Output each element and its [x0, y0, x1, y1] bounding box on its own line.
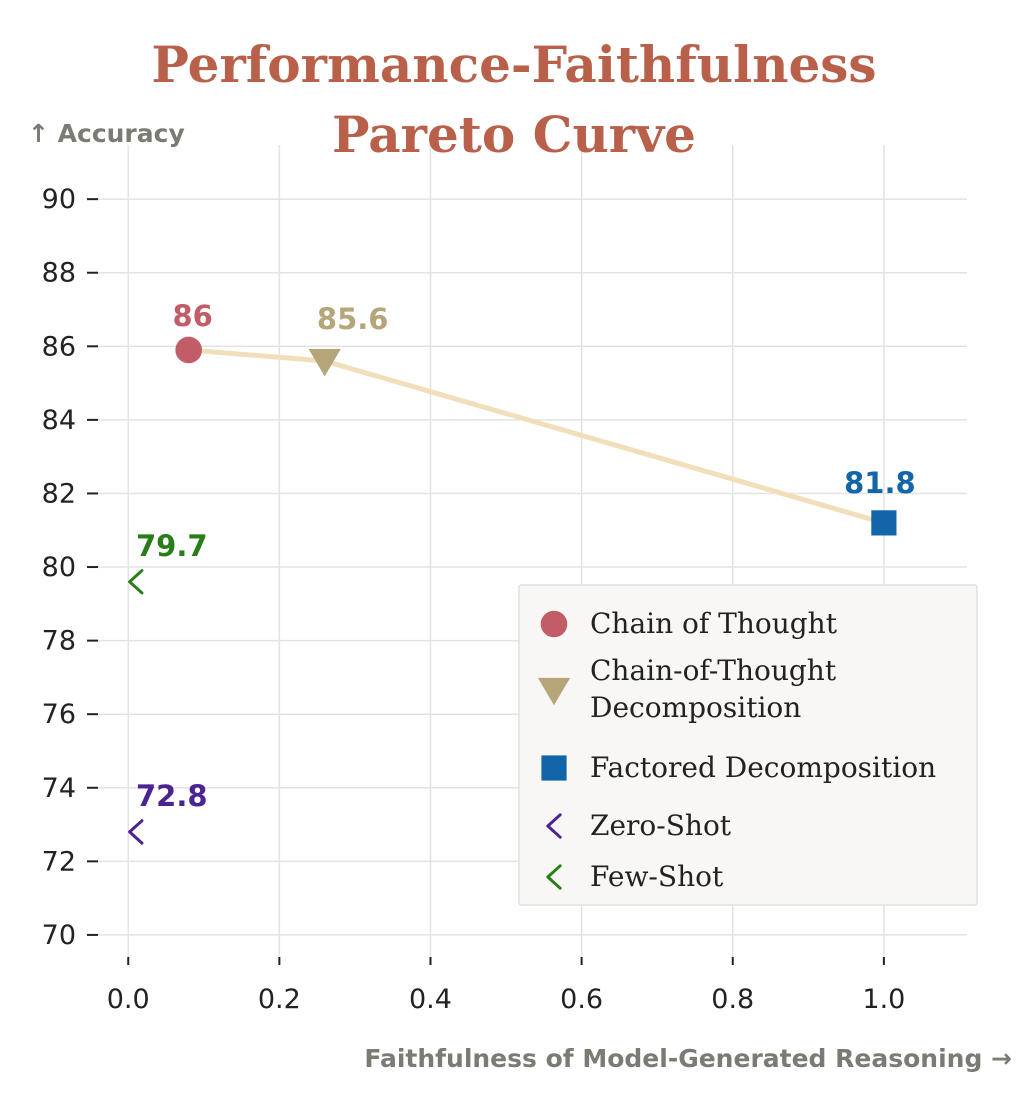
- x-tick-label: 0.4: [409, 984, 452, 1015]
- legend: Chain of Thought Chain-of-Thought Decompos…: [518, 584, 978, 906]
- legend-marker-2: [541, 755, 567, 781]
- legend-label-1: Chain-of-Thought: [590, 654, 837, 687]
- y-tick-label: 90: [42, 184, 76, 215]
- marker-1: [308, 348, 341, 377]
- legend-marker-4: [546, 864, 562, 890]
- axes: 0.0 0.2 0.4 0.6 0.8 1.0 70 72 74 76 78 80 82 84 86 88 90: [42, 184, 906, 1015]
- data-label-0: 86: [172, 299, 212, 333]
- y-tick-label: 74: [42, 773, 76, 804]
- legend-box: [518, 584, 978, 906]
- chart-title-line-2: Pareto Curve: [332, 105, 696, 164]
- y-tick-label: 70: [42, 920, 76, 951]
- y-tick-label: 72: [42, 846, 76, 877]
- y-tick-label: 78: [42, 626, 76, 657]
- data-label-2: 81.8: [844, 466, 916, 500]
- data-points: [128, 336, 897, 845]
- marker-0: [175, 336, 202, 364]
- legend-item-1: Chain-of-Thought Decomposition: [537, 654, 837, 724]
- legend-marker-3: [546, 813, 562, 839]
- marker-4: [128, 569, 144, 595]
- marker-3: [128, 819, 144, 845]
- pareto-curve: [188, 347, 885, 526]
- x-tick-label: 0.6: [560, 984, 603, 1015]
- pareto-line: [188, 347, 885, 526]
- chart-title-line-1: Performance-Faithfulness: [151, 35, 876, 94]
- x-tick-label: 0.8: [711, 984, 754, 1015]
- legend-label-2: Factored Decomposition: [590, 751, 936, 784]
- x-axis-label: Faithfulness of Model-Generated Reasonin…: [364, 1044, 1012, 1073]
- data-labels: 86 85.6 81.8 72.8 79.7: [136, 299, 916, 813]
- legend-item-0: Chain of Thought: [540, 607, 838, 640]
- data-label-3: 72.8: [136, 779, 208, 813]
- data-label-1: 85.6: [317, 302, 389, 336]
- y-axis-label: ↑ Accuracy: [28, 119, 185, 148]
- legend-marker-0: [540, 610, 568, 638]
- x-tick-label: 0.2: [258, 984, 301, 1015]
- marker-2: [871, 510, 897, 536]
- data-label-4: 79.7: [136, 529, 208, 563]
- y-tick-label: 86: [42, 331, 76, 362]
- legend-label-1: Decomposition: [590, 691, 801, 724]
- legend-label-4: Few-Shot: [590, 860, 724, 893]
- y-tick-label: 80: [42, 552, 76, 583]
- legend-item-4: Few-Shot: [546, 860, 724, 893]
- x-tick-label: 0.0: [107, 984, 150, 1015]
- legend-marker-1: [537, 677, 571, 706]
- legend-item-3: Zero-Shot: [546, 809, 732, 842]
- y-tick-label: 84: [42, 405, 76, 436]
- y-tick-label: 88: [42, 258, 76, 289]
- x-tick-label: 1.0: [862, 984, 905, 1015]
- y-tick-label: 76: [42, 699, 76, 730]
- legend-item-2: Factored Decomposition: [541, 751, 936, 784]
- legend-label-3: Zero-Shot: [590, 809, 732, 842]
- y-tick-label: 82: [42, 478, 76, 509]
- legend-label-0: Chain of Thought: [590, 607, 838, 640]
